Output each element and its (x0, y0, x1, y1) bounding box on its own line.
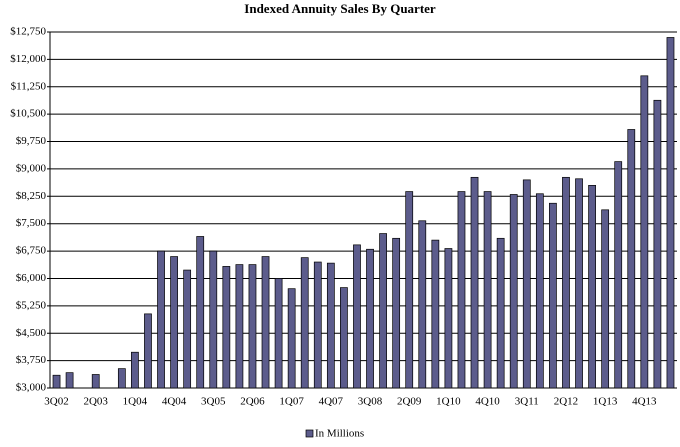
bar (144, 313, 152, 389)
x-tick-label: 1Q13 (593, 396, 618, 408)
x-tick-label: 4Q04 (162, 396, 187, 408)
bar (666, 37, 675, 389)
x-tick-label: 2Q09 (397, 396, 422, 408)
y-tick-label: $12,750 (10, 26, 46, 38)
y-tick-label: $12,000 (10, 53, 46, 65)
bar (418, 220, 427, 389)
bar (614, 161, 623, 389)
bar (444, 248, 453, 389)
bar (117, 368, 126, 389)
y-tick-label: $3,000 (16, 382, 47, 394)
x-tick-label: 1Q07 (279, 396, 304, 408)
x-tick-label: 1Q04 (123, 396, 148, 408)
y-tick-label: $9,750 (16, 135, 47, 147)
bar (601, 209, 610, 389)
bar (653, 99, 662, 389)
legend-swatch (305, 429, 314, 438)
bar (313, 261, 322, 389)
bar (353, 244, 361, 389)
bar (509, 194, 518, 389)
bar (405, 191, 414, 389)
x-tick-label: 3Q02 (44, 396, 68, 408)
bar (300, 257, 309, 389)
bar (52, 374, 61, 389)
bar (340, 287, 348, 389)
bar (170, 256, 178, 389)
y-tick-label: $9,000 (16, 162, 47, 174)
bar (183, 269, 192, 389)
bar (575, 178, 583, 389)
bar (549, 202, 557, 389)
x-tick-label: 4Q10 (475, 396, 500, 408)
bar (640, 75, 649, 389)
x-tick-label: 3Q05 (201, 396, 226, 408)
bar (131, 351, 139, 389)
x-tick-label: 3Q08 (358, 396, 383, 408)
x-tick-label: 1Q10 (436, 396, 461, 408)
y-tick-label: $4,500 (16, 327, 47, 339)
bar (392, 237, 401, 389)
bar (496, 237, 505, 389)
y-tick-label: $6,000 (16, 272, 47, 284)
bar (627, 129, 636, 389)
bar (274, 278, 283, 389)
bar (522, 179, 531, 389)
bar (379, 233, 387, 389)
bar (326, 262, 335, 389)
bar (248, 264, 257, 389)
x-tick-label: 4Q13 (632, 396, 657, 408)
bar (483, 191, 492, 389)
y-tick-label: $8,250 (16, 190, 47, 202)
y-tick-label: $5,250 (16, 299, 47, 311)
y-tick-label: $7,500 (16, 217, 47, 229)
bar (65, 372, 74, 389)
bar (235, 264, 244, 389)
chart-title: Indexed Annuity Sales By Quarter (244, 1, 436, 16)
bar (209, 250, 218, 389)
bar (470, 176, 479, 389)
bar (535, 193, 544, 389)
bar (431, 239, 440, 389)
bar (91, 374, 100, 389)
bar (562, 176, 570, 389)
bar (457, 191, 466, 389)
x-tick-label: 3Q11 (515, 396, 539, 408)
bar (157, 250, 165, 389)
bar (196, 236, 205, 389)
bar (222, 266, 231, 389)
bar (366, 248, 374, 389)
y-tick-label: $11,250 (11, 80, 47, 92)
y-tick-label: $10,500 (10, 108, 46, 120)
x-tick-label: 2Q12 (554, 396, 578, 408)
bar (261, 256, 270, 389)
bar (588, 185, 596, 389)
legend-label: In Millions (315, 428, 364, 440)
x-tick-label: 2Q06 (240, 396, 265, 408)
x-tick-label: 2Q03 (83, 396, 108, 408)
y-tick-label: $6,750 (16, 245, 47, 257)
bar (287, 288, 296, 389)
x-tick-label: 4Q07 (319, 396, 344, 408)
y-tick-label: $3,750 (16, 354, 47, 366)
